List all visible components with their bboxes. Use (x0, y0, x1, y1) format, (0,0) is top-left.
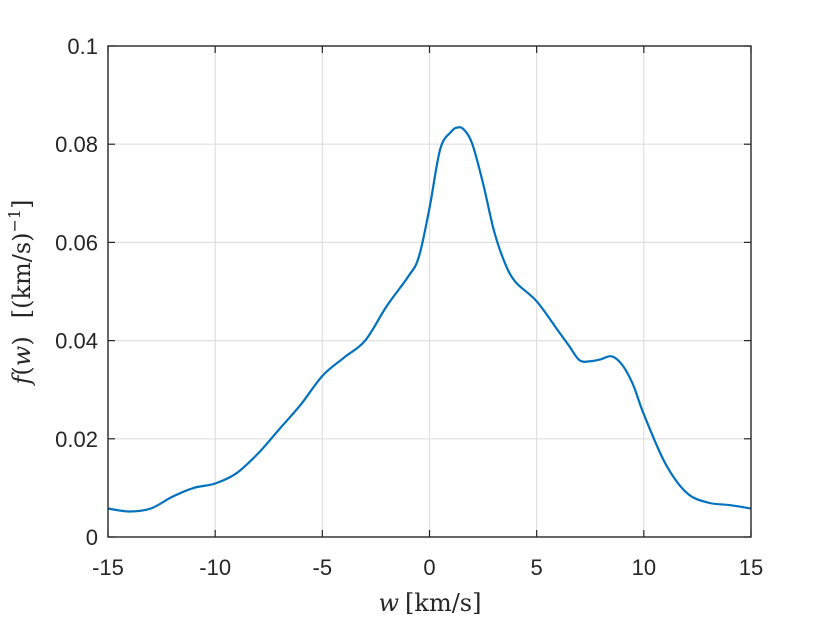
x-tick-label: 0 (423, 555, 435, 580)
x-tick-label: -15 (92, 555, 124, 580)
x-tick-labels: -15 -10 -5 0 5 10 15 (92, 555, 763, 580)
y-tick-label: 0.1 (67, 34, 98, 59)
y-tick-label: 0.04 (55, 329, 98, 354)
x-tick-label: 5 (531, 555, 543, 580)
y-axis-label: f(w)[(km/s)−1] (5, 200, 36, 387)
y-tick-labels: 0 0.02 0.04 0.06 0.08 0.1 (55, 34, 98, 550)
x-tick-label: 10 (632, 555, 656, 580)
x-axis-label: w [km/s] (379, 589, 482, 617)
y-tick-label: 0 (86, 525, 98, 550)
x-tick-label: -10 (199, 555, 231, 580)
y-tick-label: 0.02 (55, 427, 98, 452)
series-line (107, 126, 752, 513)
x-tick-label: -5 (313, 555, 333, 580)
tick-marks (107, 45, 752, 538)
y-tick-label: 0.06 (55, 230, 98, 255)
x-tick-label: 15 (739, 555, 763, 580)
series-layer (107, 126, 752, 513)
gridlines (108, 46, 751, 537)
y-tick-label: 0.08 (55, 132, 98, 157)
